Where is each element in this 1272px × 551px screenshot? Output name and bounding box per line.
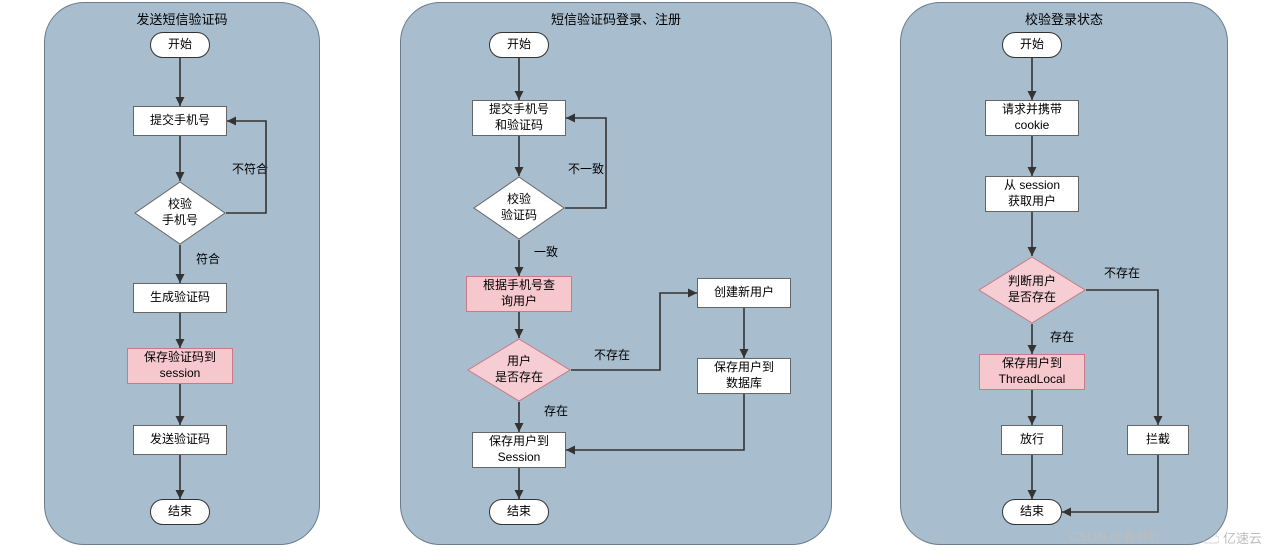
- process-p1_n4: 发送验证码: [133, 425, 227, 455]
- terminator-p2_start: 开始: [489, 32, 549, 58]
- edge-label: 一致: [534, 243, 558, 260]
- process-p3_n4: 放行: [1001, 425, 1063, 455]
- edge-label: 不存在: [1104, 264, 1140, 281]
- edge-label: 存在: [1050, 328, 1074, 345]
- process-p3_n3: 保存用户到ThreadLocal: [979, 354, 1085, 390]
- decision-p2_d1: 校验验证码: [473, 176, 565, 240]
- process-p2_n4: 创建新用户: [697, 278, 791, 308]
- edge-label: 不符合: [232, 160, 268, 177]
- panel-title: 发送短信验证码: [45, 9, 319, 28]
- decision-p1_d1: 校验手机号: [134, 181, 226, 245]
- process-p2_n1: 提交手机号和验证码: [472, 100, 566, 136]
- process-p1_n2: 生成验证码: [133, 283, 227, 313]
- process-p2_n2: 根据手机号查询用户: [466, 276, 572, 312]
- terminator-p1_start: 开始: [150, 32, 210, 58]
- decision-label: 校验验证码: [473, 176, 565, 240]
- terminator-p3_end: 结束: [1002, 499, 1062, 525]
- terminator-p3_start: 开始: [1002, 32, 1062, 58]
- decision-label: 用户是否存在: [467, 338, 571, 402]
- decision-p2_d2: 用户是否存在: [467, 338, 571, 402]
- edge-label: 不一致: [568, 160, 604, 177]
- decision-p3_d1: 判断用户是否存在: [978, 256, 1086, 324]
- watermark-csdn: CSDN @吞吞叶: [1069, 526, 1162, 545]
- process-p2_n5: 保存用户到数据库: [697, 358, 791, 394]
- edge-label: 符合: [196, 250, 220, 267]
- terminator-p1_end: 结束: [150, 499, 210, 525]
- panel-title: 短信验证码登录、注册: [401, 9, 831, 28]
- edge-label: 存在: [544, 402, 568, 419]
- process-p2_n3: 保存用户到Session: [472, 432, 566, 468]
- terminator-p2_end: 结束: [489, 499, 549, 525]
- process-p3_n1: 请求并携带cookie: [985, 100, 1079, 136]
- panel-title: 校验登录状态: [901, 9, 1227, 28]
- process-p3_n5: 拦截: [1127, 425, 1189, 455]
- edge-label: 不存在: [594, 346, 630, 363]
- process-p1_n3: 保存验证码到session: [127, 348, 233, 384]
- decision-label: 校验手机号: [134, 181, 226, 245]
- flowchart-panel-p2: 短信验证码登录、注册: [400, 2, 832, 545]
- decision-label: 判断用户是否存在: [978, 256, 1086, 324]
- process-p1_n1: 提交手机号: [133, 106, 227, 136]
- flowchart-panel-p1: 发送短信验证码: [44, 2, 320, 545]
- watermark-yisu: 亿速云: [1199, 528, 1262, 547]
- process-p3_n2: 从 session获取用户: [985, 176, 1079, 212]
